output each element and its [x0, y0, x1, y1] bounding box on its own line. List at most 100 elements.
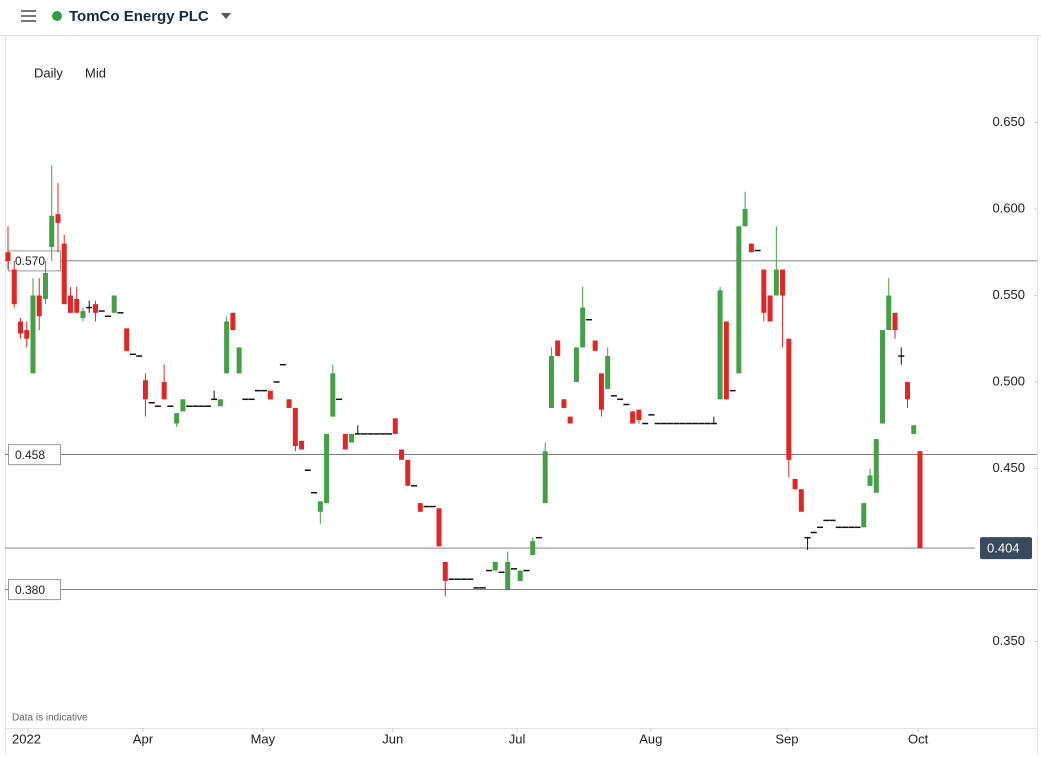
dropdown-caret[interactable] — [221, 13, 231, 19]
candle-body — [767, 295, 773, 322]
candle-body — [517, 570, 523, 581]
candle-body — [224, 321, 230, 374]
candle-body — [5, 252, 11, 261]
candle-body — [217, 399, 223, 407]
candle-body — [17, 321, 23, 334]
candle-body — [373, 433, 380, 435]
candle-body — [405, 459, 411, 486]
price-level-label: 0.380 — [15, 583, 45, 597]
candle-body — [24, 330, 30, 339]
candle-body — [148, 402, 155, 404]
price-type[interactable]: Mid — [85, 65, 106, 80]
candle-body — [817, 526, 824, 529]
candle-body — [292, 407, 298, 447]
candle-body — [67, 295, 73, 313]
candle-body — [654, 422, 661, 425]
price-level-label: 0.570 — [15, 254, 45, 268]
candle-body — [673, 422, 680, 425]
candle-body — [336, 398, 343, 401]
candle-body — [729, 389, 736, 392]
candle-body — [154, 405, 161, 407]
candle-body — [324, 433, 330, 504]
candle-body — [754, 249, 761, 252]
candle-body — [505, 561, 511, 590]
candle-body — [399, 449, 405, 460]
x-tick-label: Jun — [382, 731, 403, 746]
candle-body — [80, 311, 86, 318]
candle-body — [254, 389, 261, 392]
candle-body — [548, 356, 554, 408]
candle-body — [485, 569, 492, 572]
candle-body — [829, 519, 836, 522]
candle-body — [367, 433, 374, 435]
candle-body — [798, 489, 804, 512]
x-tick-label: Oct — [908, 731, 929, 746]
last-price-box — [980, 537, 1032, 560]
x-tick-label: 2022 — [12, 731, 41, 746]
candle-body — [61, 243, 67, 305]
candle-body — [129, 353, 136, 356]
y-tick-label: 0.550 — [992, 287, 1025, 302]
candle-body — [880, 330, 886, 424]
candle-body — [542, 451, 548, 504]
instrument-title[interactable]: TomCo Energy PLC — [69, 8, 209, 25]
candle-body — [11, 269, 17, 305]
interval[interactable]: Daily — [34, 65, 63, 80]
candle-body — [279, 363, 286, 366]
candle-body — [748, 243, 754, 253]
candle-body — [423, 505, 430, 508]
candle-body — [717, 290, 723, 400]
candle-body — [117, 312, 124, 314]
candle-body — [42, 273, 48, 299]
candle-body — [679, 422, 686, 425]
candle-body — [361, 433, 368, 435]
candle-body — [761, 269, 767, 313]
candle-body — [636, 409, 642, 421]
candle-body — [242, 398, 249, 401]
candle-body — [736, 226, 742, 374]
candle-body — [454, 578, 461, 580]
candle-body — [142, 380, 148, 400]
candle-body — [386, 433, 393, 435]
candle-body — [561, 399, 567, 408]
candle-body — [211, 398, 218, 401]
candle-body — [86, 306, 93, 309]
candle-body — [411, 485, 418, 487]
candle-body — [192, 405, 199, 407]
candle-body — [161, 382, 167, 400]
candle-body — [704, 422, 711, 425]
candle-body — [773, 269, 779, 296]
candle-body — [498, 571, 505, 574]
candle-body — [723, 321, 729, 400]
menu-icon[interactable] — [21, 10, 36, 22]
candle-body — [261, 389, 268, 392]
x-tick-label: Sep — [775, 731, 798, 746]
candle-body — [467, 578, 474, 580]
candle-body — [685, 422, 692, 425]
plot: 0.350 0.450 0.500 0.550 0.600 0.650 2022 Apr May… — [5, 114, 1037, 746]
candle-body — [605, 356, 611, 389]
status-dot — [52, 11, 62, 21]
y-tick-label: 0.600 — [992, 200, 1025, 215]
candle-body — [555, 340, 561, 357]
candle-body — [667, 422, 674, 425]
candle-body — [236, 347, 242, 374]
candle-body — [892, 312, 898, 331]
candle-body — [417, 503, 423, 512]
candle-body — [917, 451, 923, 549]
candle-body — [585, 318, 592, 321]
candle-body — [792, 478, 798, 490]
candle-body — [911, 425, 917, 434]
candle-body — [567, 416, 573, 424]
candle-body — [442, 561, 448, 581]
candle-body — [692, 422, 699, 425]
candle-body — [905, 382, 911, 400]
candle-body — [74, 298, 80, 313]
candle-body — [186, 405, 193, 407]
candle-body — [886, 295, 892, 331]
candle-body — [55, 214, 61, 223]
y-tick-label: 0.350 — [992, 633, 1025, 648]
candle-body — [461, 578, 467, 580]
candle-body — [648, 414, 655, 416]
